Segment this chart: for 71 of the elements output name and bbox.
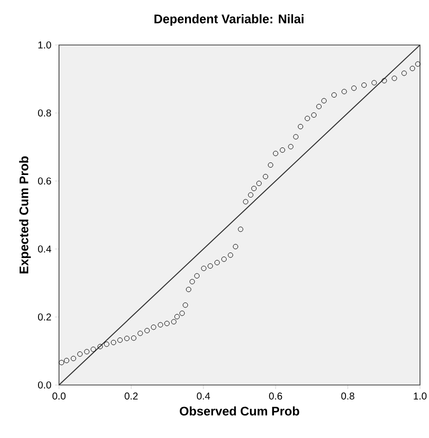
x-axis-title: Observed Cum Prob xyxy=(180,406,300,416)
point xyxy=(248,192,254,198)
point xyxy=(171,319,176,324)
point xyxy=(311,112,317,118)
point xyxy=(361,82,367,88)
x-tick-label: 0.0 xyxy=(52,392,66,400)
point xyxy=(351,86,357,91)
point xyxy=(228,252,234,258)
point xyxy=(280,147,286,153)
x-tick-label: 0.8 xyxy=(341,392,354,400)
point xyxy=(415,61,420,67)
y-tick-label: 0.0 xyxy=(38,381,52,389)
point xyxy=(251,186,257,192)
point xyxy=(272,150,278,156)
point xyxy=(410,66,416,72)
x-tick-label: 0.2 xyxy=(124,392,138,400)
point xyxy=(150,324,156,330)
point xyxy=(392,76,398,81)
point xyxy=(208,263,213,269)
point xyxy=(186,286,192,292)
point xyxy=(298,124,304,130)
point xyxy=(98,344,103,350)
point xyxy=(174,314,180,320)
point xyxy=(194,273,200,278)
point xyxy=(288,144,294,150)
point xyxy=(331,92,337,98)
point xyxy=(179,310,185,316)
point xyxy=(316,104,322,110)
point xyxy=(372,80,377,86)
x-tick-label: 1.0 xyxy=(414,392,427,400)
point xyxy=(304,116,310,122)
point xyxy=(262,174,268,180)
point xyxy=(401,70,407,76)
point xyxy=(201,266,206,272)
y-tick-label: 0.2 xyxy=(38,313,51,321)
point xyxy=(342,88,347,94)
point xyxy=(117,337,123,343)
y-tick-label: 0.6 xyxy=(38,177,52,185)
point xyxy=(382,78,387,84)
x-tick-label: 0.4 xyxy=(196,392,210,400)
point xyxy=(77,351,83,357)
y-tick-label: 1.0 xyxy=(38,41,52,49)
point xyxy=(138,330,143,336)
x-tick-label: 0.6 xyxy=(269,392,282,400)
chart-title: Dependent Variable: Nilai xyxy=(154,14,304,26)
point xyxy=(131,335,136,341)
point xyxy=(221,256,227,262)
point xyxy=(232,244,238,250)
point xyxy=(58,360,64,366)
point xyxy=(268,162,274,168)
y-axis-title: Expected Cum Prob xyxy=(19,156,31,274)
point xyxy=(321,98,327,104)
point xyxy=(238,226,244,232)
point xyxy=(243,199,248,204)
point xyxy=(256,180,262,186)
point xyxy=(90,346,96,352)
point xyxy=(164,320,170,326)
point xyxy=(190,278,195,284)
point xyxy=(64,358,70,364)
point xyxy=(158,322,164,328)
point xyxy=(124,336,130,342)
point xyxy=(214,260,220,266)
point xyxy=(104,342,110,347)
point xyxy=(182,302,188,308)
point xyxy=(110,340,116,346)
y-tick-label: 0.8 xyxy=(38,109,52,117)
point xyxy=(293,134,298,140)
point xyxy=(84,349,90,354)
y-tick-label: 0.4 xyxy=(38,245,52,253)
point xyxy=(144,328,150,334)
point xyxy=(70,356,76,362)
